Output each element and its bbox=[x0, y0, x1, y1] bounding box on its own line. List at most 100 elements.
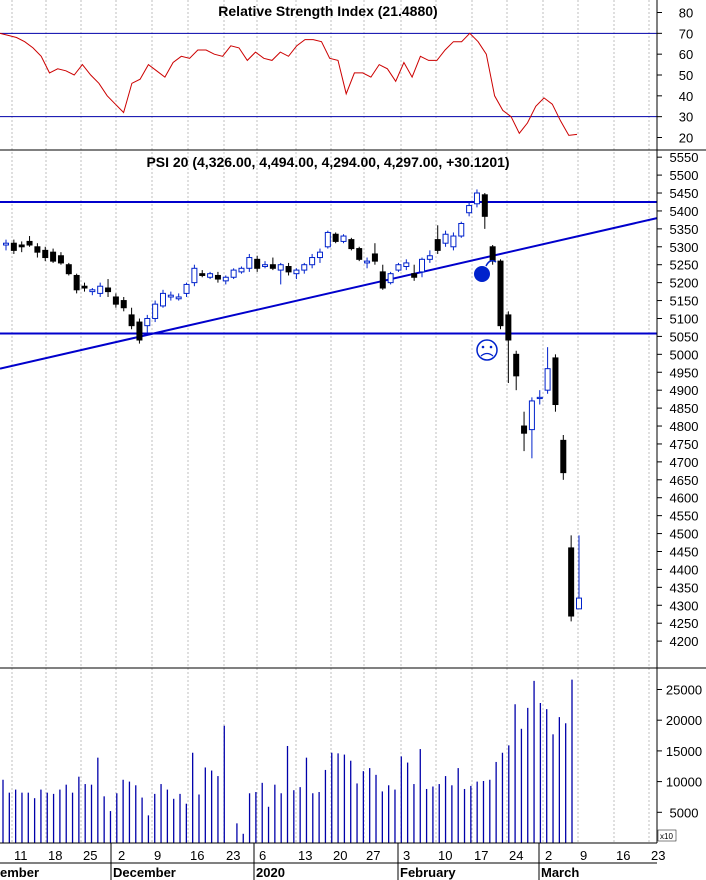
candle bbox=[262, 261, 269, 269]
price-tick-label: 4350 bbox=[670, 580, 699, 595]
candle bbox=[434, 225, 441, 254]
candle bbox=[152, 300, 159, 323]
x-tick-label: 20 bbox=[333, 848, 347, 863]
candle bbox=[136, 318, 143, 344]
price-tick-label: 5200 bbox=[670, 276, 699, 291]
candle bbox=[371, 243, 378, 265]
candle bbox=[403, 259, 410, 271]
candle bbox=[10, 239, 17, 254]
candle bbox=[199, 270, 206, 278]
candle bbox=[222, 275, 229, 285]
volume-unit: x10 bbox=[660, 832, 673, 841]
sad-face-icon bbox=[476, 339, 498, 361]
candle bbox=[536, 390, 543, 405]
price-tick-label: 5400 bbox=[670, 204, 699, 219]
x-tick-label: 6 bbox=[259, 848, 266, 863]
candle bbox=[175, 293, 182, 301]
candle bbox=[159, 289, 166, 308]
candle bbox=[521, 411, 528, 452]
price-tick-label: 4900 bbox=[670, 383, 699, 398]
grid-layer bbox=[11, 0, 650, 843]
candle bbox=[214, 271, 221, 283]
candle bbox=[207, 271, 214, 280]
candle bbox=[426, 250, 433, 263]
candle bbox=[442, 230, 449, 247]
candle bbox=[57, 252, 64, 265]
x-tick-label: 16 bbox=[190, 848, 204, 863]
price-panel: PSI 20 (4,326.00, 4,494.00, 4,294.00, 4,… bbox=[0, 150, 698, 649]
price-tick-label: 5150 bbox=[670, 294, 699, 309]
candle bbox=[568, 535, 575, 622]
rsi-tick-label: 80 bbox=[679, 6, 693, 21]
candle bbox=[466, 201, 473, 217]
price-title: PSI 20 (4,326.00, 4,494.00, 4,294.00, 4,… bbox=[146, 154, 509, 170]
x-tick-label: 27 bbox=[366, 848, 380, 863]
price-tick-label: 5000 bbox=[670, 347, 699, 362]
candle bbox=[230, 268, 237, 280]
x-axis: 11 18 25 2 9 16 23 6 13 20 27 3 10 17 24 2 9 16 23 ember Dec… bbox=[0, 843, 665, 880]
price-tick-label: 5450 bbox=[670, 186, 699, 201]
price-tick-label: 5100 bbox=[670, 311, 699, 326]
x-tick-label: 11 bbox=[14, 848, 28, 863]
price-tick-label: 5300 bbox=[670, 240, 699, 255]
candle bbox=[316, 248, 323, 263]
price-tick-label: 4200 bbox=[670, 634, 699, 649]
candle bbox=[285, 262, 292, 276]
candle bbox=[513, 350, 520, 391]
price-tick-label: 4400 bbox=[670, 562, 699, 577]
candle bbox=[42, 246, 49, 262]
candle bbox=[552, 354, 559, 412]
x-tick-label: 18 bbox=[48, 848, 62, 863]
price-tick-label: 5350 bbox=[670, 222, 699, 237]
candle bbox=[120, 296, 127, 312]
candle bbox=[73, 273, 80, 294]
x-month-label: December bbox=[113, 865, 176, 880]
candle bbox=[128, 307, 135, 330]
volume-bars bbox=[2, 679, 573, 843]
candle bbox=[356, 246, 363, 262]
price-tick-label: 4700 bbox=[670, 455, 699, 470]
candle bbox=[544, 347, 551, 394]
candle bbox=[246, 253, 253, 272]
trendlines bbox=[0, 200, 658, 370]
candle bbox=[348, 237, 355, 251]
candle bbox=[167, 291, 174, 301]
x-month-label: February bbox=[400, 865, 456, 880]
price-tick-label: 4450 bbox=[670, 544, 699, 559]
price-tick-label: 5550 bbox=[670, 150, 699, 165]
rsi-reference-lines bbox=[0, 32, 657, 118]
volume-panel: 25000 20000 15000 10000 5000 x10 bbox=[2, 679, 702, 843]
x-tick-label: 23 bbox=[651, 848, 665, 863]
volume-tick-label: 10000 bbox=[666, 775, 702, 790]
price-tick-label: 4500 bbox=[670, 527, 699, 542]
candle bbox=[387, 271, 394, 285]
candle bbox=[105, 279, 112, 297]
price-tick-label: 4650 bbox=[670, 473, 699, 488]
x-tick-label: 9 bbox=[580, 848, 587, 863]
price-tick-label: 4250 bbox=[670, 616, 699, 631]
rsi-line bbox=[0, 32, 578, 136]
candle bbox=[238, 266, 245, 274]
candle bbox=[254, 255, 261, 272]
candle bbox=[65, 262, 72, 276]
candle bbox=[3, 239, 9, 251]
candle bbox=[332, 232, 339, 244]
candle bbox=[528, 397, 535, 459]
volume-tick-label: 5000 bbox=[670, 805, 699, 820]
price-tick-label: 5500 bbox=[670, 168, 699, 183]
candle bbox=[309, 253, 316, 269]
rsi-tick-label: 70 bbox=[679, 26, 693, 41]
candle bbox=[269, 257, 276, 271]
candle bbox=[112, 293, 119, 308]
sloped-trendline bbox=[0, 217, 658, 370]
price-tick-label: 4750 bbox=[670, 437, 699, 452]
candle bbox=[191, 264, 198, 287]
x-tick-label: 24 bbox=[509, 848, 523, 863]
candle bbox=[50, 248, 57, 263]
x-tick-label: 3 bbox=[403, 848, 410, 863]
volume-tick-label: 25000 bbox=[666, 682, 702, 697]
candle bbox=[26, 236, 33, 247]
candle bbox=[364, 257, 371, 269]
